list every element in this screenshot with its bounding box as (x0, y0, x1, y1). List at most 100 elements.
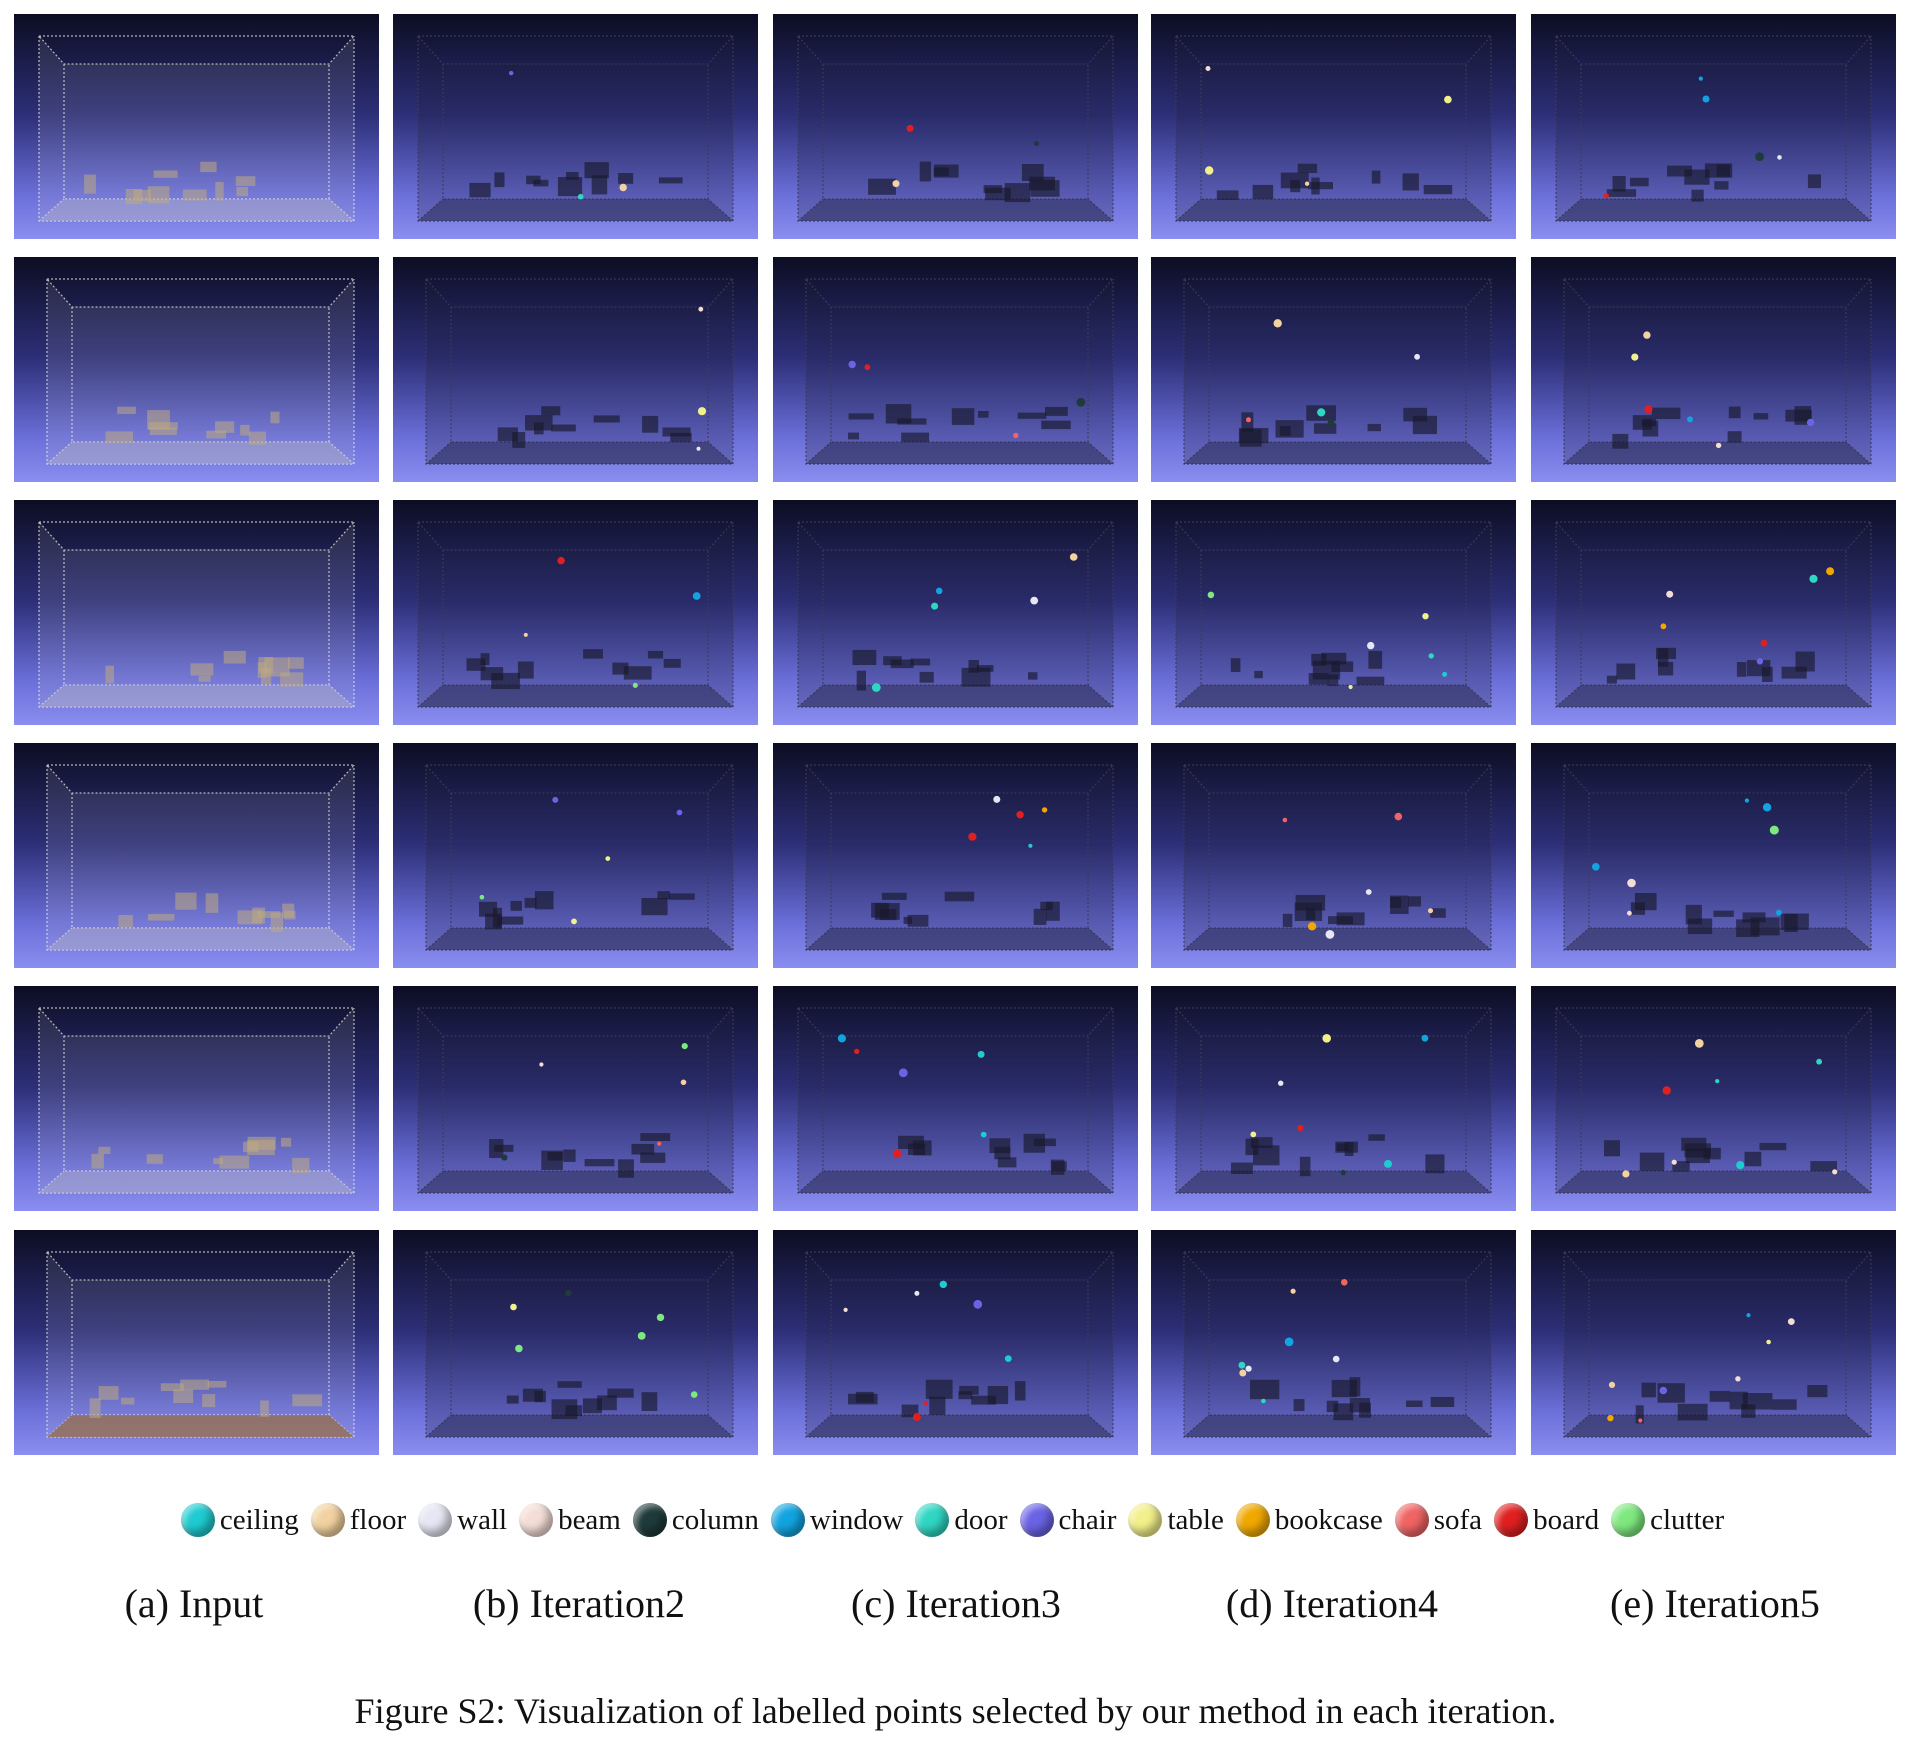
point-cloud-panel-r4-c1 (14, 743, 379, 968)
legend-item-clutter: clutter (1611, 1503, 1724, 1537)
room-outline (416, 521, 735, 708)
furniture-points (642, 415, 659, 433)
furniture-points (641, 898, 668, 916)
legend-swatch-icon (1611, 1503, 1646, 1537)
room-outline (1562, 1251, 1873, 1438)
point-cloud-panel-r3-c4 (1151, 500, 1516, 725)
furniture-points (1759, 1142, 1787, 1151)
room-point-cloud (1554, 521, 1873, 708)
labelled-point (912, 1413, 921, 1422)
furniture-points (1736, 662, 1747, 677)
furniture-points (1230, 658, 1241, 672)
furniture-points (890, 659, 914, 669)
furniture-points (1408, 896, 1421, 907)
legend: ceiling floor wall beam column window door chai… (0, 1490, 1911, 1550)
furniture-points (1293, 1399, 1305, 1412)
furniture-points (997, 1157, 1017, 1168)
furniture-points (153, 170, 178, 178)
furniture-points (91, 1153, 104, 1169)
furniture-points (1727, 431, 1742, 443)
furniture-points (1713, 910, 1734, 917)
labelled-point (939, 1280, 947, 1289)
labelled-point (510, 1303, 517, 1311)
labelled-point (1028, 843, 1033, 848)
labelled-point (501, 1154, 508, 1161)
furniture-points (557, 177, 583, 197)
labelled-point (980, 1131, 987, 1138)
furniture-points (1314, 423, 1337, 434)
furniture-points (1642, 420, 1659, 437)
furniture-points (1290, 179, 1301, 193)
legend-item-beam: beam (519, 1503, 621, 1537)
legend-swatch-icon (770, 1503, 805, 1537)
furniture-points (968, 660, 979, 673)
labelled-point (1307, 922, 1317, 931)
furniture-points (1685, 904, 1702, 925)
labelled-point (1607, 1414, 1614, 1422)
room-point-cloud (1174, 35, 1493, 222)
labelled-point (977, 1050, 985, 1058)
room-point-cloud (1554, 35, 1873, 222)
legend-item-wall: wall (418, 1503, 507, 1537)
furniture-points (883, 656, 902, 666)
furniture-points (506, 1395, 519, 1404)
room-outline (796, 521, 1115, 708)
room-point-cloud (416, 521, 735, 708)
furniture-points (958, 1391, 973, 1400)
furniture-points (489, 1139, 504, 1158)
furniture-points (1051, 1161, 1067, 1171)
labelled-point (1205, 66, 1211, 71)
furniture-points (1028, 672, 1038, 680)
labelled-point (1762, 803, 1772, 812)
labelled-point (993, 795, 1001, 803)
figure-grid (14, 14, 1896, 1455)
furniture-points (1741, 1404, 1756, 1418)
furniture-points (1657, 648, 1669, 667)
furniture-points (497, 916, 524, 925)
furniture-points (1305, 907, 1316, 920)
labelled-point (1622, 1170, 1630, 1178)
legend-item-column: column (632, 1503, 759, 1537)
room-outline (424, 764, 735, 951)
furniture-points (1423, 185, 1453, 195)
labelled-point (1341, 1279, 1348, 1286)
point-cloud-panel-r6-c2 (393, 1230, 758, 1455)
furniture-points (1709, 1390, 1730, 1402)
furniture-points (1810, 1161, 1837, 1172)
furniture-points (1040, 901, 1053, 911)
labelled-point (1832, 1169, 1838, 1175)
furniture-points (1406, 1400, 1423, 1407)
room-floor (1564, 442, 1871, 464)
labelled-point (1777, 155, 1782, 160)
furniture-points (929, 1396, 946, 1415)
legend-label: beam (558, 1503, 621, 1536)
furniture-points (1321, 652, 1347, 665)
furniture-points (1238, 427, 1269, 444)
room-floor (39, 199, 354, 221)
labelled-point (1034, 141, 1039, 146)
room-outline (796, 35, 1115, 222)
labelled-point (1284, 1337, 1294, 1347)
room-floor (426, 442, 733, 464)
furniture-points (1785, 409, 1812, 422)
labelled-point (1744, 798, 1749, 803)
furniture-points (202, 1394, 216, 1408)
labelled-point (1069, 553, 1078, 561)
furniture-points (871, 902, 889, 918)
furniture-points (240, 424, 250, 436)
furniture-points (223, 650, 246, 664)
legend-item-chair: chair (1019, 1503, 1116, 1537)
labelled-point (523, 632, 528, 637)
labelled-point (892, 1149, 902, 1159)
room-point-cloud (804, 764, 1115, 951)
furniture-points (1250, 1379, 1280, 1400)
furniture-points (1612, 433, 1629, 449)
furniture-points (1635, 1405, 1644, 1424)
furniture-points (1023, 1133, 1045, 1153)
room-floor (426, 1415, 733, 1437)
legend-label: wall (457, 1503, 508, 1536)
furniture-points (200, 161, 217, 173)
furniture-points (901, 432, 930, 443)
furniture-points (951, 408, 975, 425)
furniture-points (1691, 189, 1704, 202)
